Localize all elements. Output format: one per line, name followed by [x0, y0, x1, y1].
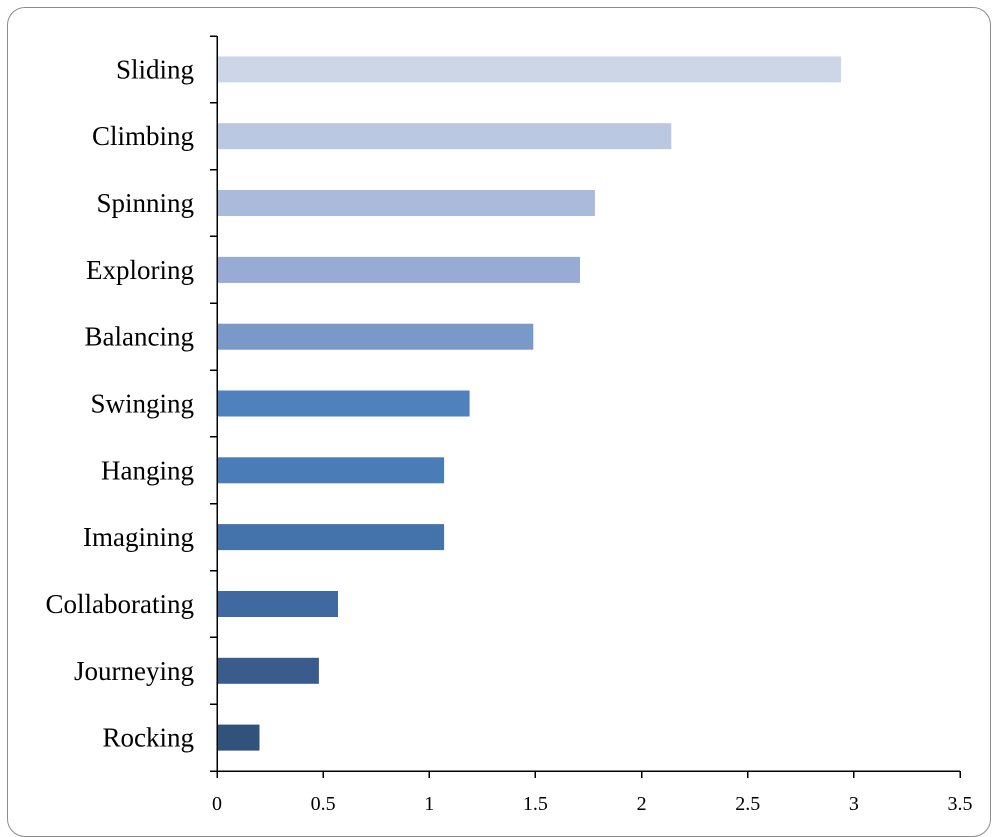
x-tick-label: 0 — [212, 793, 222, 815]
x-tick-label: 2 — [637, 793, 647, 815]
category-label-exploring: Exploring — [86, 255, 194, 285]
x-tick-label: 3 — [849, 793, 859, 815]
bar-swinging — [218, 390, 470, 417]
category-label-sliding: Sliding — [116, 54, 194, 84]
x-tick-label: 0.5 — [311, 793, 336, 815]
category-label-collaborating: Collaborating — [46, 589, 194, 619]
category-label-swinging: Swinging — [90, 389, 194, 419]
bar-collaborating — [218, 591, 338, 617]
category-label-rocking: Rocking — [103, 723, 195, 753]
bar-balancing — [218, 323, 534, 350]
axes-layer — [210, 35, 961, 778]
bar-spinning — [218, 190, 595, 216]
category-label-hanging: Hanging — [101, 455, 194, 485]
bar-sliding — [218, 56, 842, 83]
category-label-imagining: Imagining — [83, 522, 194, 552]
x-tick-label: 1.5 — [523, 793, 548, 815]
category-label-climbing: Climbing — [92, 121, 194, 151]
bar-exploring — [218, 256, 580, 283]
category-label-spinning: Spinning — [96, 188, 194, 218]
x-tick-label: 2.5 — [735, 793, 760, 815]
bar-hanging — [218, 457, 445, 484]
bar-journeying — [218, 657, 319, 684]
bar-imagining — [218, 524, 445, 551]
x-tick-label: 1 — [424, 793, 434, 815]
bar-rocking — [218, 724, 260, 751]
labels-layer: Sliding Climbing Spinning Exploring Balancin… — [46, 54, 973, 815]
x-tick-label: 3.5 — [948, 793, 973, 815]
bars-layer — [218, 56, 842, 751]
category-label-journeying: Journeying — [74, 656, 194, 686]
bar-climbing — [218, 123, 672, 150]
category-label-balancing: Balancing — [85, 322, 194, 352]
